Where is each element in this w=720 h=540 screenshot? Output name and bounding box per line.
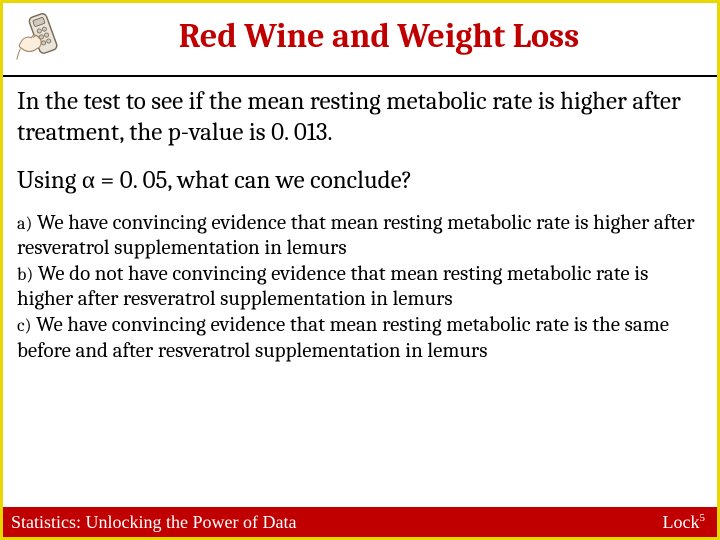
intro-text: In the test to see if the mean resting m… [17,87,703,148]
slide-title: Red Wine and Weight Loss [81,16,717,56]
footer-right-base: Lock [663,512,700,532]
option-b-label: b) [17,264,33,285]
clicker-icon [15,7,73,65]
slide-container: Red Wine and Weight Loss In the test to … [0,0,720,540]
slide-footer: Statistics: Unlocking the Power of Data … [3,507,717,537]
option-a-text: We have convincing evidence that mean re… [17,211,695,261]
question-text: Using α = 0. 05, what can we conclude? [17,166,703,197]
slide-header: Red Wine and Weight Loss [3,3,717,77]
option-c-text: We have convincing evidence that mean re… [17,313,669,363]
slide-body: In the test to see if the mean resting m… [3,77,717,507]
option-a-label: a) [17,213,32,234]
footer-right-sup: 5 [700,512,706,524]
clicker-icon-wrap [3,7,81,65]
option-c-label: c) [17,315,31,336]
options-block: a) We have convincing evidence that mean… [17,211,703,365]
option-b-text: We do not have convincing evidence that … [17,262,648,312]
footer-right-text: Lock5 [663,512,705,533]
footer-left-text: Statistics: Unlocking the Power of Data [11,512,296,533]
